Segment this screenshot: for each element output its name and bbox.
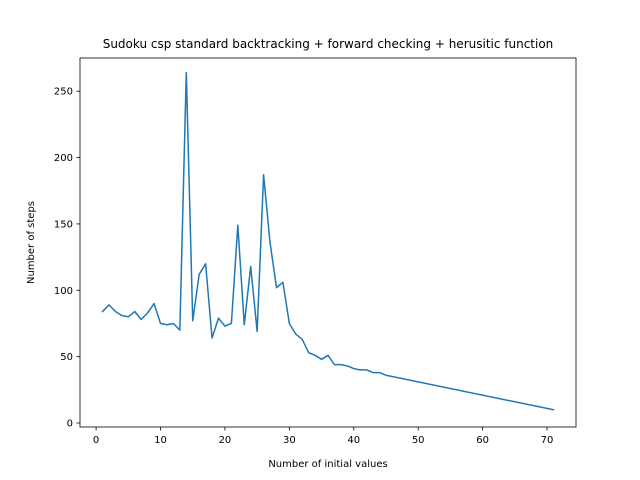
x-tick-label: 60	[476, 435, 489, 446]
x-tick-label: 70	[541, 435, 554, 446]
chart-title: Sudoku csp standard backtracking + forwa…	[103, 37, 554, 51]
y-tick-label: 100	[54, 286, 73, 297]
y-tick-label: 200	[54, 153, 73, 164]
series-line	[101, 71, 555, 411]
y-tick-label: 250	[54, 87, 73, 98]
y-axis-ticks: 0 50 100 150 200 250	[54, 87, 80, 430]
y-tick-label: 150	[54, 219, 73, 230]
x-tick-label: 50	[412, 435, 425, 446]
x-tick-label: 40	[347, 435, 360, 446]
y-tick-label: 50	[60, 352, 73, 363]
x-tick-label: 20	[219, 435, 232, 446]
x-tick-label: 0	[93, 435, 99, 446]
x-tick-label: 30	[283, 435, 296, 446]
y-tick-label: 0	[67, 419, 73, 430]
series-points	[102, 73, 553, 410]
plot-frame	[79, 57, 577, 428]
x-axis-ticks: 0 10 20 30 40 50 60 70	[93, 427, 553, 446]
x-tick-label: 10	[154, 435, 167, 446]
x-axis-label: Number of initial values	[268, 459, 387, 470]
y-axis-label: Number of steps	[26, 201, 37, 284]
